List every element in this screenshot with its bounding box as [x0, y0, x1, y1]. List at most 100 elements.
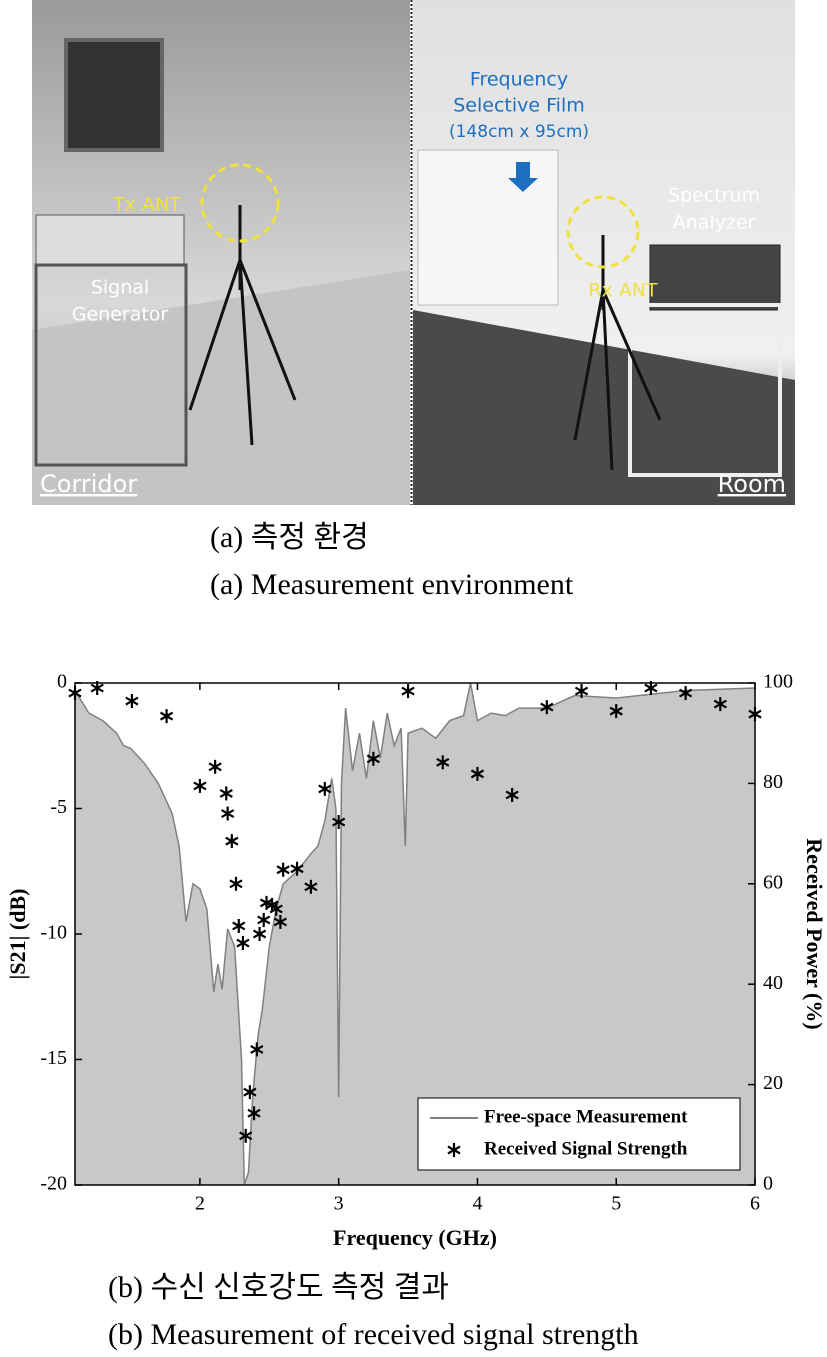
table [628, 303, 782, 477]
x-axis-title: Frequency (GHz) [333, 1225, 497, 1250]
marker [436, 755, 450, 770]
marker-stroke [236, 938, 250, 948]
marker [232, 918, 246, 933]
y2-tick-label: 100 [763, 671, 793, 693]
caption: (a) 측정 환경 [210, 521, 369, 554]
marker [247, 1106, 261, 1121]
marker [273, 914, 287, 929]
photo-label: Signal [91, 277, 149, 299]
y-tick-label: -20 [40, 1173, 67, 1195]
photo-label: Tx ANT [112, 194, 181, 216]
board [64, 38, 164, 152]
marker-stroke [90, 683, 104, 693]
marker-stroke [243, 1087, 257, 1097]
y2-tick-label: 40 [763, 972, 783, 994]
marker-stroke [257, 915, 271, 925]
legend-label: Received Signal Strength [484, 1138, 688, 1159]
marker [290, 861, 304, 876]
marker [318, 781, 332, 796]
marker [208, 759, 222, 774]
y-axis-title: |S21| (dB) [5, 889, 30, 980]
marker [250, 1042, 264, 1057]
marker [679, 686, 693, 701]
arrow [508, 162, 538, 192]
legend: Free-space Measurement Received Signal St… [417, 1097, 741, 1171]
plot [75, 683, 755, 1185]
marker [257, 912, 271, 927]
y-tick-label: -10 [40, 922, 67, 944]
marker-stroke [221, 809, 235, 818]
marker [574, 684, 589, 699]
marker [236, 936, 250, 951]
x-tick-label: 4 [472, 1193, 482, 1215]
generator [35, 214, 185, 266]
y-tick-label: 0 [57, 671, 67, 693]
photo-label: Spectrum [668, 185, 760, 207]
x-tick-label: 3 [334, 1193, 344, 1215]
marker [332, 815, 346, 830]
photo: Tx ANT Signal Generator Frequency Select… [32, 0, 795, 505]
legend-label: Free-space Measurement [484, 1106, 688, 1127]
photo-label: Rx ANT [588, 280, 658, 302]
caption: (a) Measurement environment [210, 568, 574, 601]
x-tick-label: 5 [611, 1193, 621, 1215]
caption: (b) Measurement of received signal stren… [108, 1318, 639, 1351]
marker-stroke [436, 757, 450, 767]
line [75, 683, 755, 1185]
marker-stroke [225, 836, 239, 846]
marker-stroke [713, 699, 727, 709]
floor [32, 270, 410, 505]
marker-stroke [252, 929, 267, 939]
tx-circle [200, 163, 280, 243]
y2-tick-label: 20 [763, 1072, 783, 1094]
marker-stroke [159, 711, 174, 721]
marker [221, 806, 235, 821]
marker [366, 751, 380, 766]
marker-stroke [401, 686, 415, 696]
marker [713, 697, 727, 712]
cart [34, 263, 188, 467]
film [417, 149, 559, 306]
marker [252, 927, 267, 941]
marker [540, 700, 554, 715]
marker [243, 1085, 257, 1100]
marker-stroke [219, 788, 233, 798]
marker [229, 876, 243, 891]
marker [276, 862, 290, 877]
marker-stroke [574, 686, 589, 696]
marker-stroke [366, 754, 380, 764]
marker [219, 786, 233, 801]
marker-stroke [679, 688, 693, 698]
marker-stroke [208, 762, 222, 772]
tripod [188, 205, 662, 471]
photo-label: Frequency [470, 69, 568, 91]
marker [159, 709, 174, 724]
marker-stroke [193, 781, 207, 791]
marker-stroke [276, 865, 290, 875]
marker-stroke [290, 864, 304, 874]
marker-stroke [229, 879, 243, 889]
marker-stroke [247, 1108, 261, 1118]
marker [239, 1128, 253, 1143]
y-tick-label: -15 [40, 1047, 67, 1069]
marker [505, 787, 519, 802]
marker-stroke [269, 904, 283, 914]
marker-stroke [318, 784, 332, 794]
photo-label: (148cm x 95cm) [449, 122, 589, 142]
marker [304, 879, 318, 894]
marker-stroke [609, 706, 623, 716]
marker-stroke [273, 917, 287, 927]
y2-tick-label: 0 [763, 1173, 773, 1195]
x-tick-label: 6 [750, 1193, 760, 1215]
marker-stroke [540, 702, 554, 712]
y2-tick-label: 80 [763, 771, 783, 793]
photo-label: Selective Film [453, 95, 584, 117]
marker-stroke [125, 696, 139, 706]
y2-axis-title: Received Power (%) [802, 838, 827, 1029]
marker-stroke [232, 921, 246, 931]
marker-stroke [250, 1045, 264, 1054]
marker-stroke [239, 1131, 253, 1141]
photo-label: Corridor [40, 470, 137, 498]
legend-key [447, 1143, 461, 1157]
